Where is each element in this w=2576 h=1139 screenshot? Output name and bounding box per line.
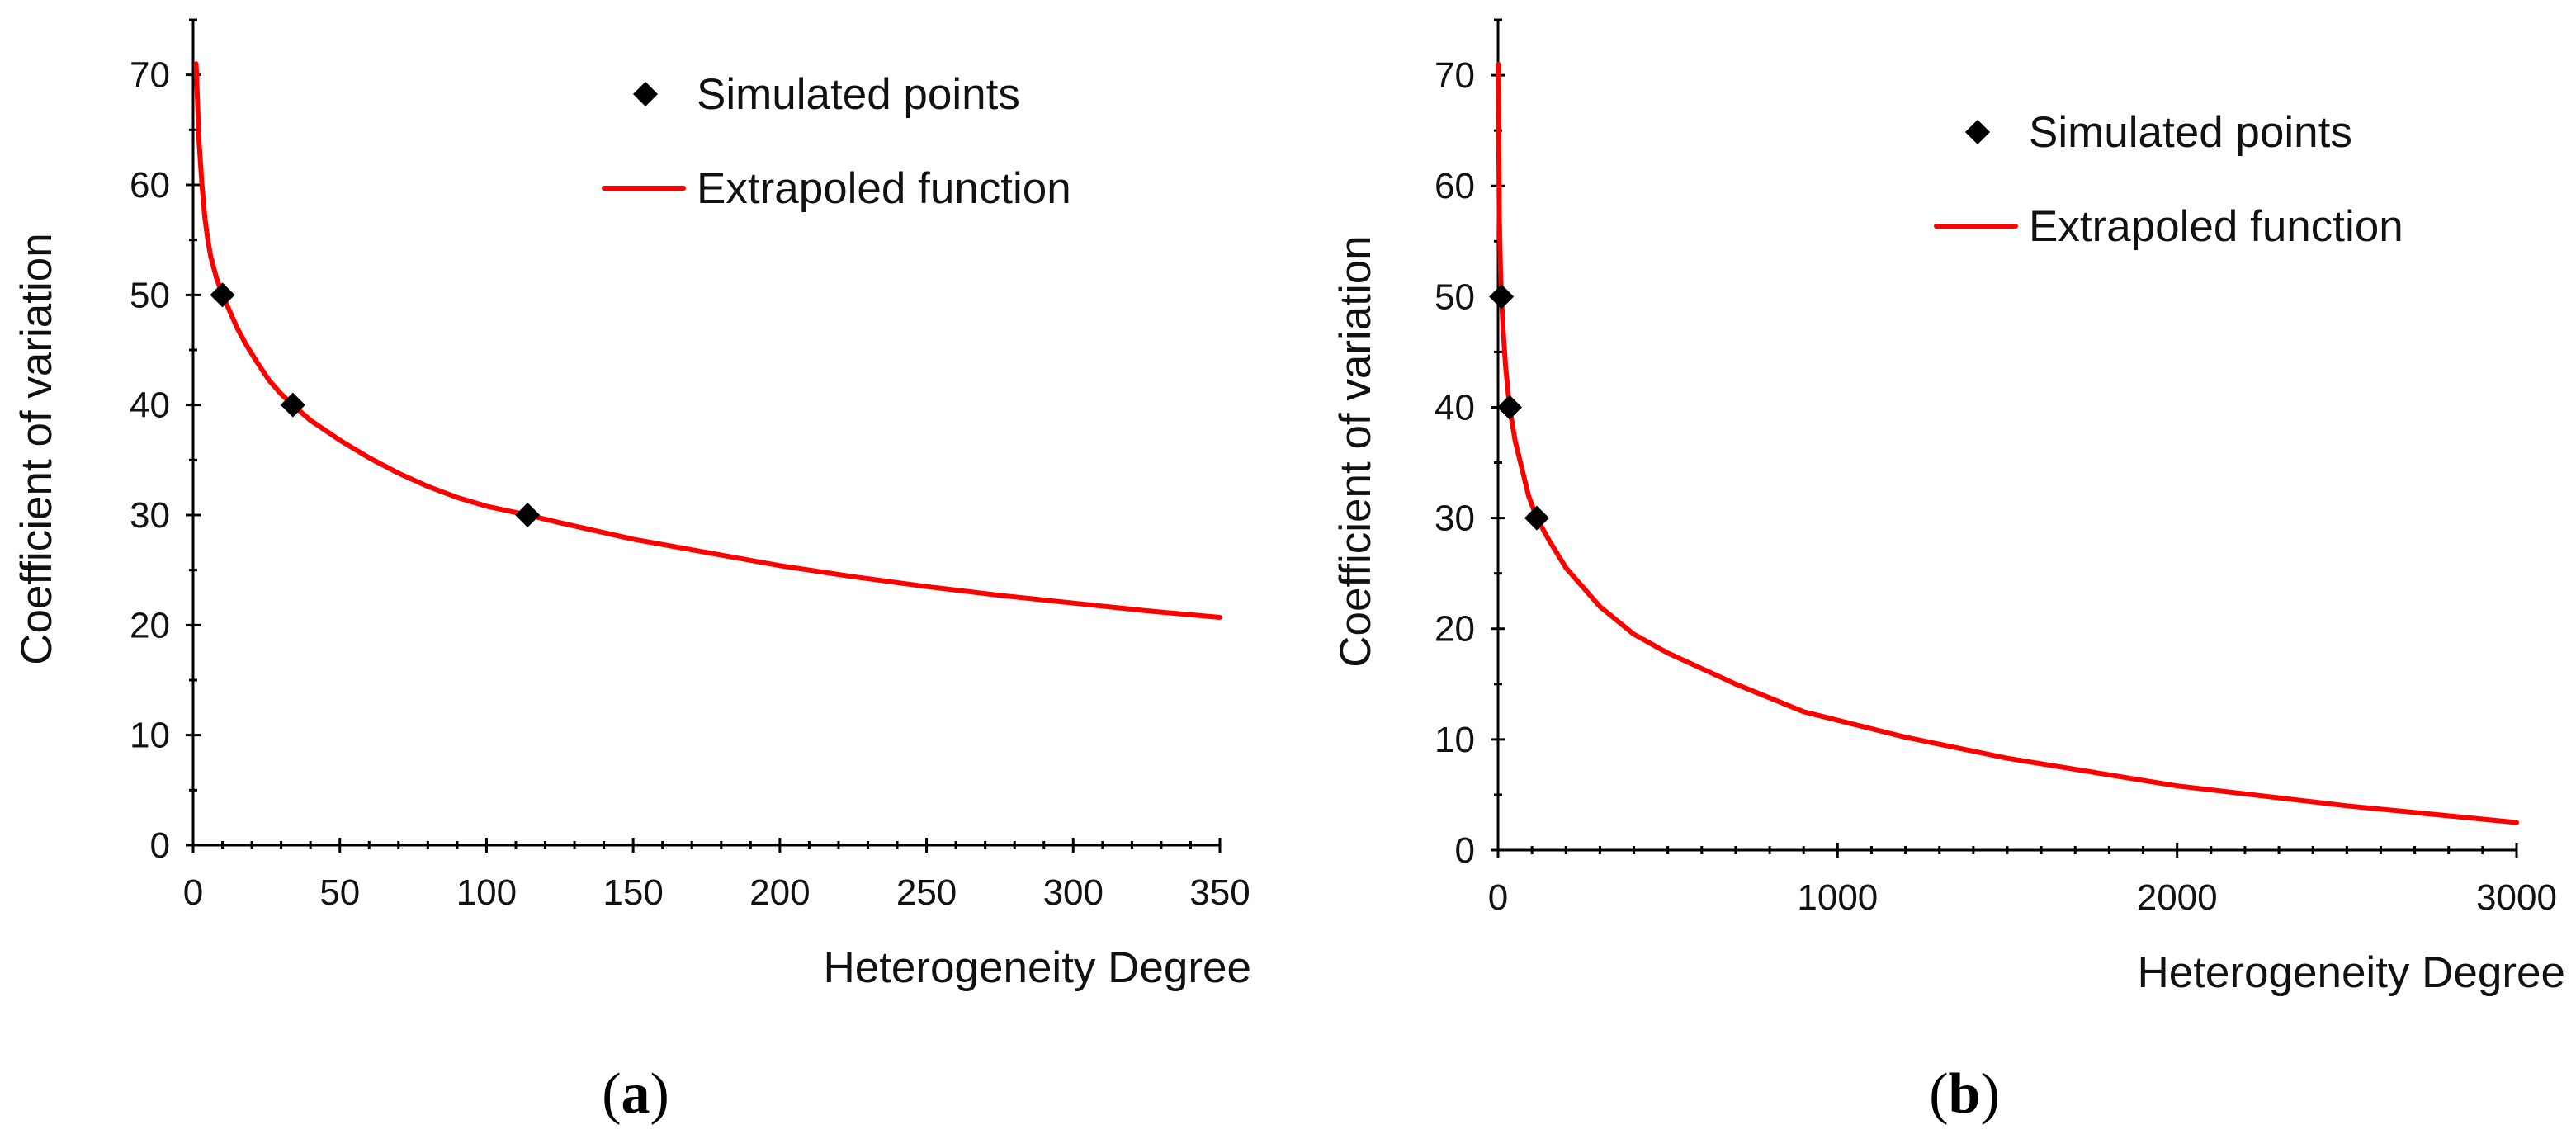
caption-close-paren: ) [1980, 1062, 1999, 1126]
panel-b-chart: 0 1000 2000 3000 0 10 20 30 40 50 60 70 Heterogeneit… [1331, 18, 2565, 1126]
simulated-point-marker [515, 503, 541, 527]
y-tick-label: 70 [1435, 55, 1475, 96]
panel-caption: (b) [1929, 1062, 2000, 1126]
simulated-point-marker [1496, 395, 1522, 420]
y-tick-label: 50 [1435, 276, 1475, 317]
legend-label-line: Extrapoled function [2029, 202, 2403, 251]
y-tick-label: 10 [1435, 720, 1475, 760]
y-tick-label: 0 [1455, 830, 1475, 871]
x-tick-label: 250 [896, 872, 957, 913]
panel-caption: (a) [602, 1062, 669, 1126]
x-tick-label: 50 [319, 872, 360, 913]
y-tick-label: 40 [1435, 387, 1475, 428]
x-tick-label: 200 [749, 872, 810, 913]
legend-point-swatch [633, 82, 658, 106]
y-axis-title: Coefficient of variation [1331, 235, 1380, 667]
x-tick-label: 3000 [2476, 877, 2557, 918]
y-tick-label: 10 [130, 716, 170, 756]
simulated-point-marker [210, 282, 235, 308]
caption-close-paren: ) [650, 1062, 669, 1126]
caption-open-paren: ( [602, 1062, 621, 1126]
y-tick-label: 70 [130, 55, 170, 96]
y-tick-label: 60 [130, 165, 170, 206]
simulated-point-marker [280, 392, 305, 418]
y-tick-label: 20 [1435, 609, 1475, 650]
y-tick-label: 40 [130, 385, 170, 426]
legend: Simulated points Extrapoled function [1934, 108, 2403, 251]
y-tick-label: 0 [150, 825, 170, 866]
legend-point-swatch [1965, 120, 1990, 144]
simulated-point-marker [1524, 505, 1549, 531]
caption-letter: a [622, 1062, 650, 1126]
x-tick-label: 2000 [2137, 877, 2218, 918]
x-tick-label: 100 [456, 872, 517, 913]
x-tick-label: 300 [1043, 872, 1104, 913]
simulated-point-marker [1489, 284, 1515, 310]
legend-label-points: Simulated points [2029, 108, 2352, 157]
x-axis-title: Heterogeneity Degree [823, 943, 1251, 992]
caption-letter: b [1949, 1062, 1981, 1126]
y-tick-label: 50 [130, 275, 170, 315]
x-tick-label: 0 [183, 872, 203, 913]
y-tick-label: 20 [130, 605, 170, 645]
x-tick-label: 0 [1488, 877, 1508, 918]
x-tick-label: 350 [1189, 872, 1250, 913]
legend-label-line: Extrapoled function [697, 164, 1071, 213]
extrapoled-function-line [193, 61, 1222, 620]
y-axis-title: Coefficient of variation [12, 233, 61, 664]
x-tick-label: 150 [603, 872, 663, 913]
y-tick-label: 30 [130, 495, 170, 536]
caption-open-paren: ( [1929, 1062, 1948, 1126]
y-tick-label: 60 [1435, 166, 1475, 206]
panel-a-chart: 0 50 100 150 200 250 300 350 0 10 20 30 40 50 60 70 Hete… [12, 18, 1251, 1126]
extrapoled-function-line [1496, 61, 2519, 825]
x-axis-title: Heterogeneity Degree [2137, 948, 2565, 997]
legend-label-points: Simulated points [697, 70, 1020, 119]
y-tick-label: 30 [1435, 499, 1475, 539]
legend: Simulated points Extrapoled function [602, 70, 1071, 213]
x-tick-label: 1000 [1797, 877, 1878, 918]
